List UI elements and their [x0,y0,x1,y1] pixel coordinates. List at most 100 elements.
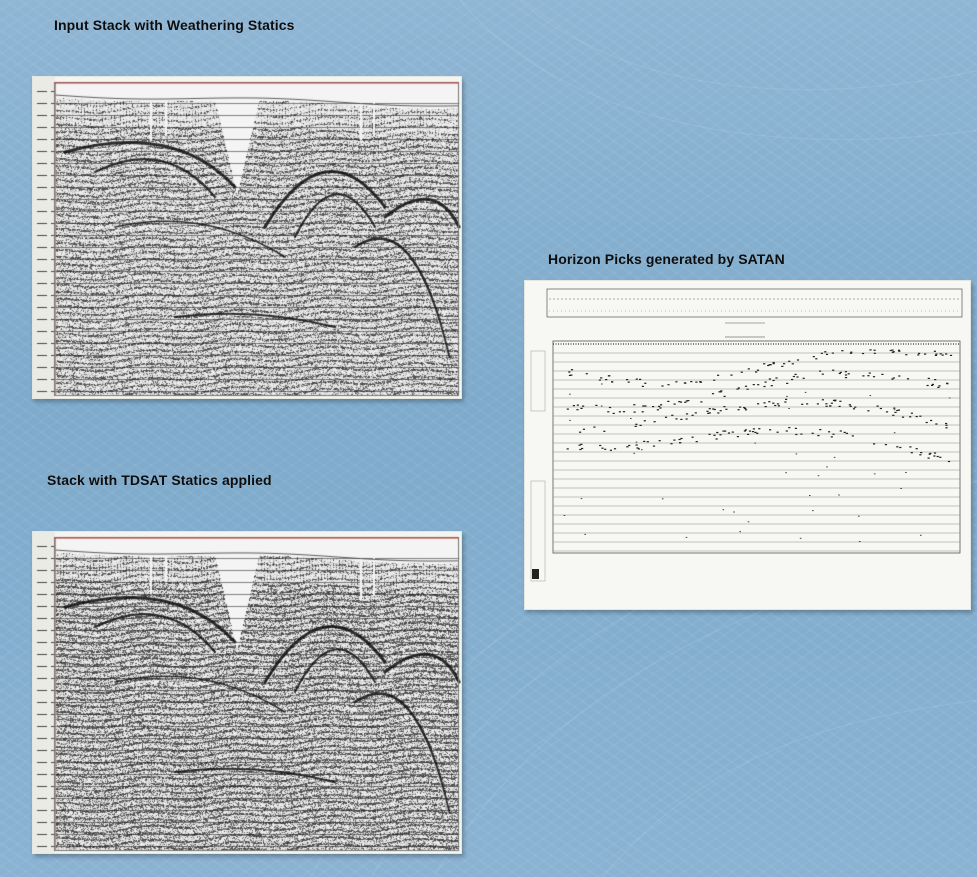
horizon-pick-mark [570,374,573,376]
horizon-pick-mark [829,405,832,407]
horizon-pick-mark [635,444,638,446]
horizon-pick-mark [843,431,846,433]
horizon-pick-mark [945,424,948,426]
horizon-pick-mark [611,381,614,383]
horizon-pick-mark [722,430,725,432]
horizon-pick-mark [927,377,930,379]
scattered-pick-mark [633,452,635,454]
horizon-pick-mark [839,371,842,373]
horizon-pick-mark [608,406,612,409]
horizon-pick-mark [707,412,710,414]
horizon-pick-mark [743,430,746,432]
horizon-pick-mark [945,353,948,355]
horizon-pick-mark [815,358,818,360]
horizon-pick-mark [784,401,787,403]
horizon-pick-mark [711,393,715,395]
horizon-pick-mark [938,385,941,387]
horizon-pick-mark [736,388,739,390]
horizon-pick-mark [935,353,938,355]
scattered-pick-mark [785,472,787,474]
horizon-pick-mark [833,400,837,402]
horizon-pick-mark [679,401,683,403]
scattered-pick-mark [747,521,750,523]
horizon-pick-mark [659,407,662,409]
horizon-pick-mark [751,431,755,433]
horizon-pick-mark [927,457,930,459]
horizon-pick-mark [849,352,853,354]
scattered-pick-mark [799,537,802,539]
scattered-pick-mark [869,395,872,396]
horizon-pick-mark [867,410,870,412]
horizon-pick-mark [767,364,770,367]
horizon-pick-mark [580,443,583,445]
horizon-pick-mark [838,372,841,375]
horizon-pick-mark [898,350,901,352]
horizon-pick-mark [635,378,638,380]
scattered-pick-mark [584,533,586,535]
horizon-pick-mark [691,436,694,438]
horizon-pick-mark [716,431,719,434]
horizon-pick-mark [737,409,740,411]
horizon-pick-mark [821,373,824,375]
scattered-pick-mark [804,391,807,393]
horizon-pick-mark [628,444,631,447]
horizon-pick-mark [595,404,598,406]
horizon-pick-mark [639,424,642,426]
horizon-pick-mark [851,435,854,437]
horizon-pick-mark [700,401,703,403]
horizon-pick-mark [642,405,645,407]
horizon-pick-mark [909,416,912,418]
horizon-pick-mark [947,460,951,463]
scattered-pick-mark [858,515,860,517]
horizon-pick-mark [634,425,637,427]
horizon-pick-mark [876,405,879,407]
scattered-pick-mark [893,409,896,411]
scattered-pick-mark [905,472,907,473]
horizon-pick-mark [919,415,922,417]
horizon-pick-mark [898,375,901,377]
horizon-pick-mark [568,371,571,373]
horizon-pick-mark [718,391,721,393]
horizon-pick-mark [891,349,894,351]
horizon-pick-mark [774,404,777,407]
horizon-pick-mark [737,387,740,389]
horizon-pick-mark [713,379,716,381]
horizon-pick-mark [841,350,844,352]
tdsat-stack-title: Stack with TDSAT Statics applied [47,472,272,488]
horizon-pick-mark [899,446,902,449]
horizon-pick-mark [643,420,646,422]
horizon-pick-mark [719,434,722,436]
horizon-pick-mark [920,452,923,454]
horizon-pick-mark [933,455,936,457]
horizon-pick-mark [861,352,865,355]
horizon-pick-mark [873,352,876,354]
horizon-pick-mark [670,443,673,445]
horizon-pick-mark [781,365,784,367]
horizon-pick-mark [715,438,718,440]
horizon-pick-mark [687,400,690,402]
horizon-pick-mark [786,382,789,384]
horizon-pick-mark [717,412,720,414]
horizon-pick-mark [747,368,750,370]
horizon-pick-mark [740,371,743,373]
scattered-pick-mark [635,441,638,443]
horizon-pick-mark [568,374,572,376]
horizon-pick-mark [678,438,681,441]
scattered-pick-mark [733,511,735,513]
horizon-pick-mark [821,399,824,401]
horizon-pick-mark [708,412,711,414]
horizon-pick-mark [868,372,871,374]
horizon-pick-mark [830,402,833,404]
horizon-pick-mark [641,411,644,413]
horizon-pick-mark [673,403,676,405]
picks-main-frame [552,340,961,554]
horizon-pick-mark [889,349,892,352]
horizon-pick-mark [627,381,630,383]
horizon-pick-mark [929,452,932,454]
horizon-pick-mark [775,377,778,379]
horizon-pick-mark [764,406,767,408]
horizon-pick-mark [744,385,748,387]
horizon-pick-mark [788,427,791,429]
horizon-pick-mark [576,404,579,406]
